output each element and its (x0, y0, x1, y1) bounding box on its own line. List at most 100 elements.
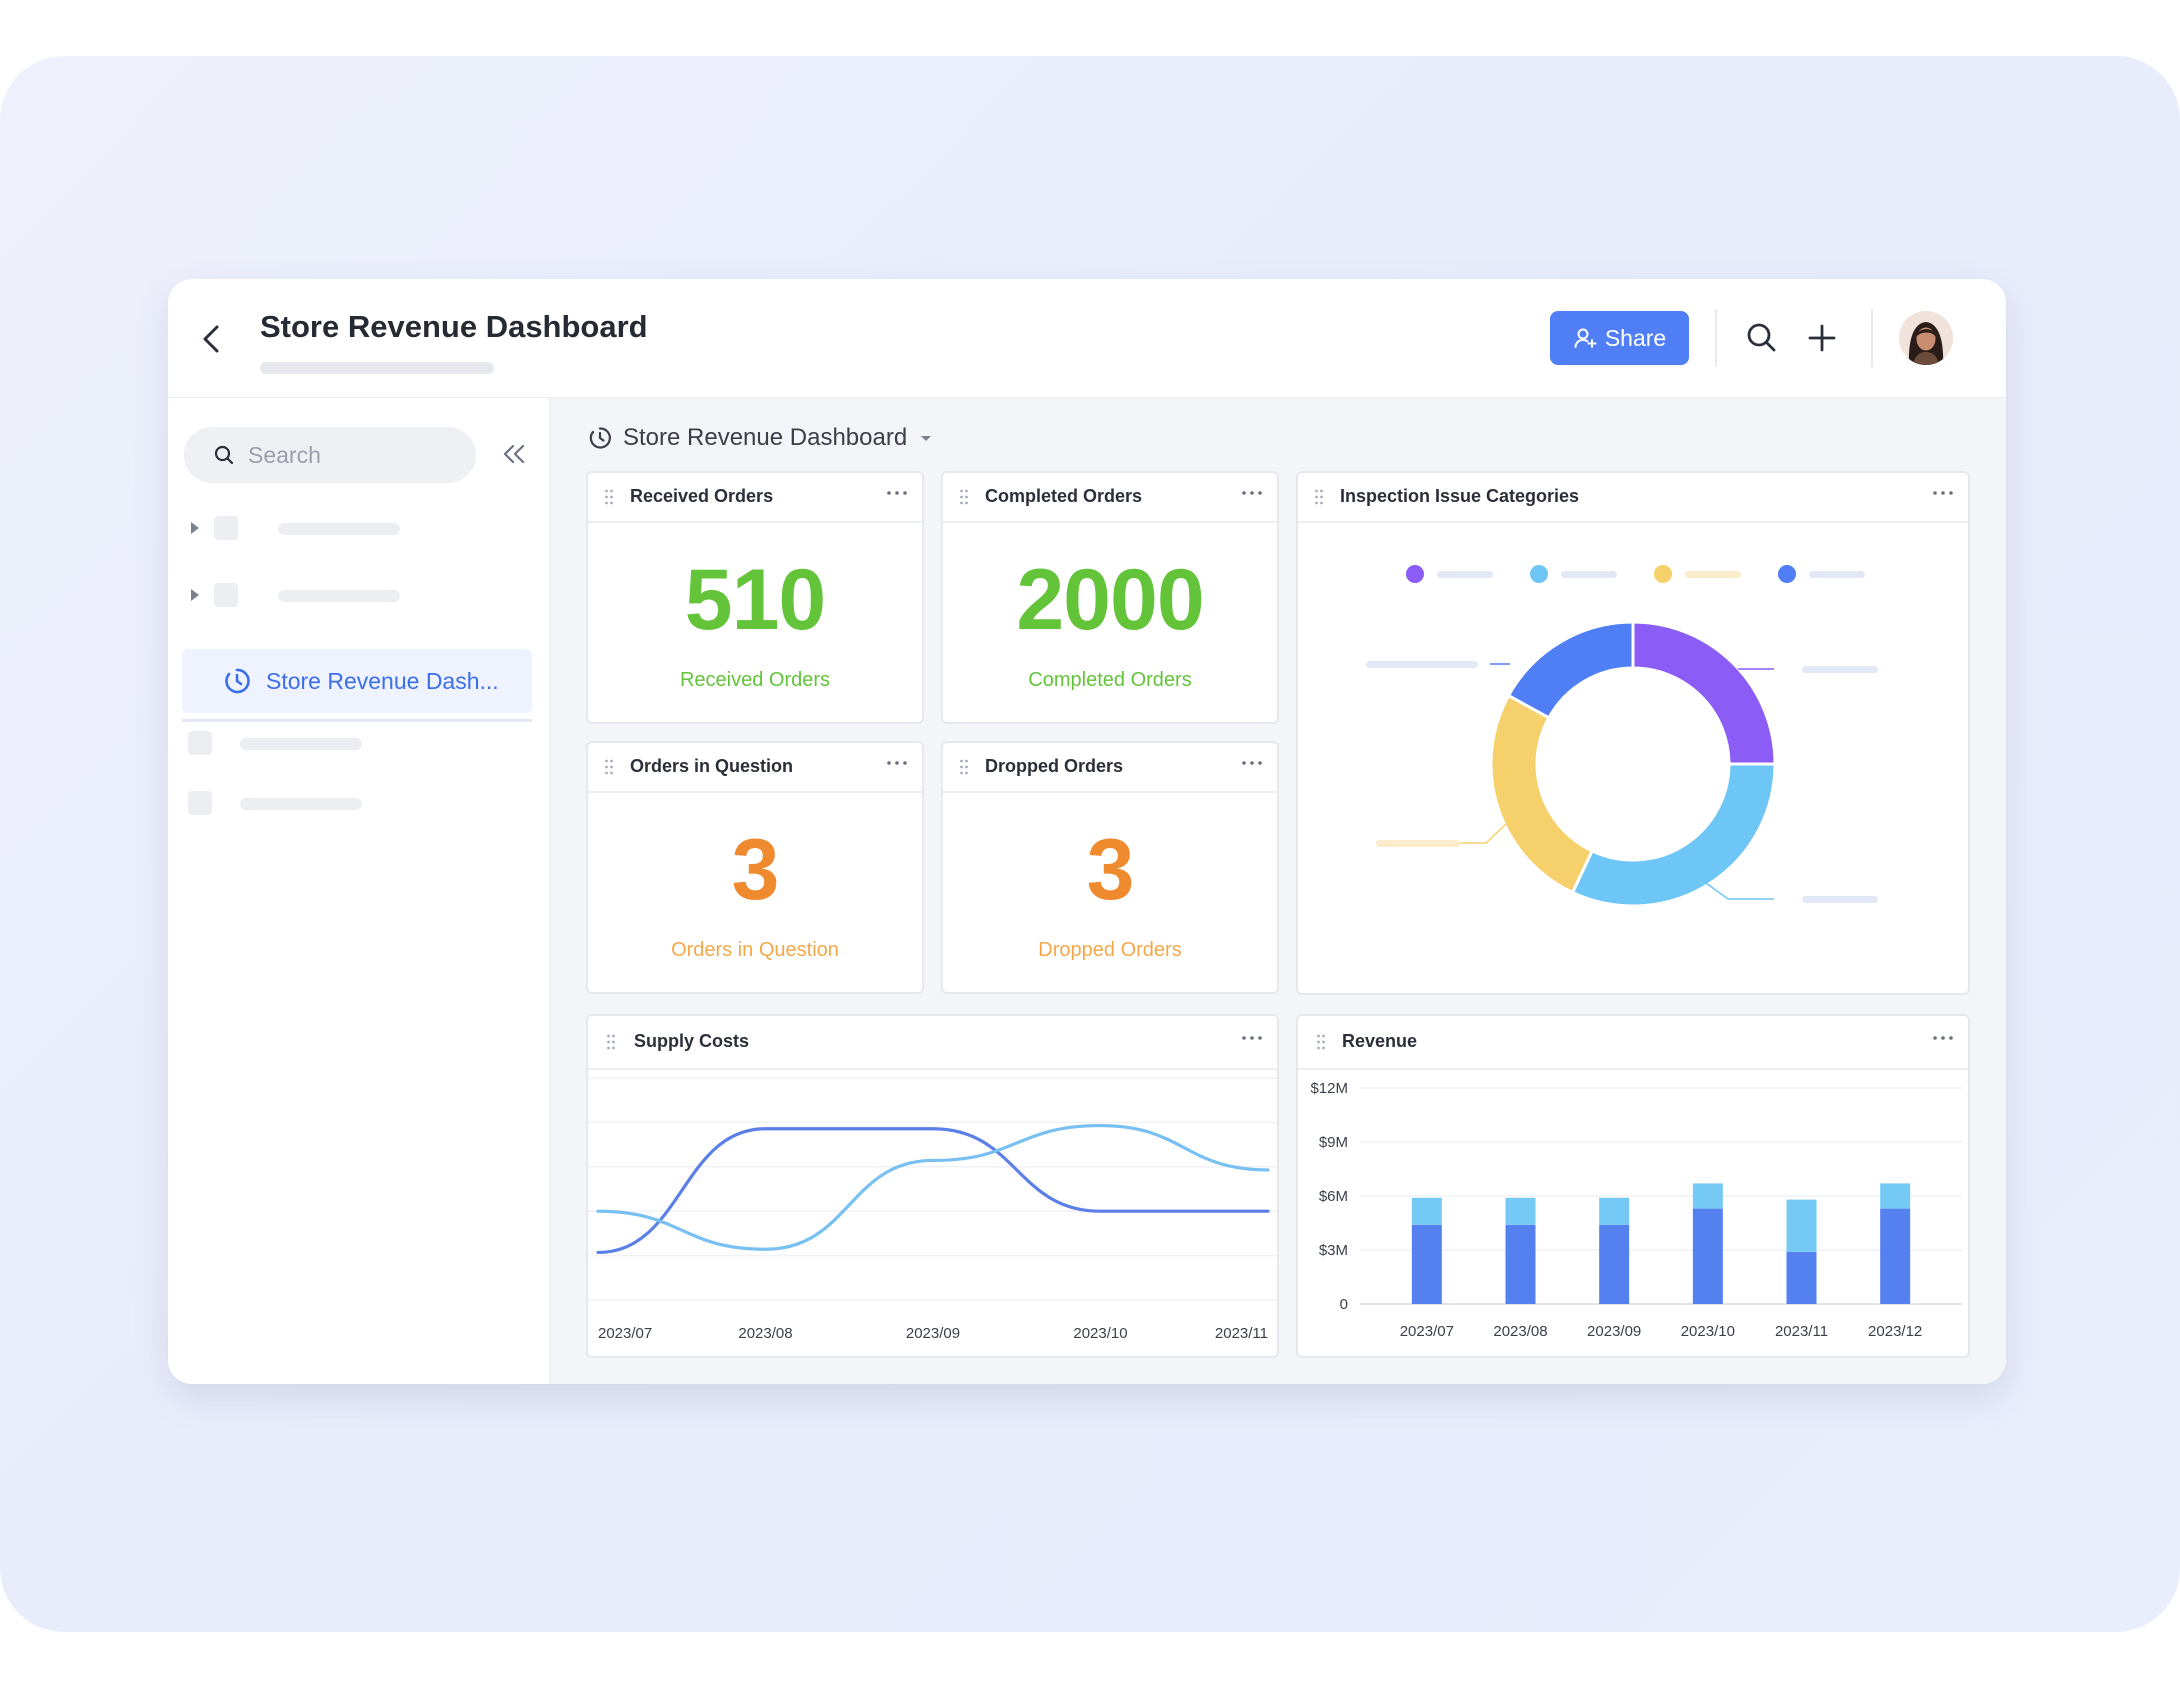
widget-orders-in-question: Orders in Question 3 Orders in Question (586, 741, 924, 994)
metric-value: 510 (684, 552, 827, 648)
widget-dropped-orders: Dropped Orders 3 Dropped Orders (941, 741, 1279, 994)
bar-segment (1599, 1197, 1630, 1225)
x-tick-label: 2023/08 (738, 1325, 792, 1342)
widget-title: Dropped Orders (985, 756, 1124, 776)
widget-header: Supply Costs (588, 1016, 1277, 1070)
sidebar-item[interactable] (188, 725, 528, 761)
x-tick-label: 2023/09 (906, 1325, 960, 1342)
widget-revenue: Revenue 0 $3M $6M $9M $12M 2023/07 2023/08 2023… (1296, 1014, 1970, 1358)
share-button[interactable]: Share (1550, 311, 1689, 365)
series-line (596, 1123, 1270, 1251)
more-options-icon[interactable] (1928, 1026, 1958, 1050)
widget-header: Revenue (1298, 1016, 1968, 1070)
widget-header: Received Orders (588, 473, 922, 523)
legend-label-placeholder (1437, 571, 1493, 578)
more-options-icon[interactable] (1237, 483, 1267, 507)
sidebar: Search Store Revenue Dash... (168, 398, 551, 1384)
plus-icon[interactable] (1801, 317, 1843, 359)
leader-line (1460, 823, 1507, 844)
bar-segment (1692, 1183, 1723, 1209)
title-placeholder (260, 362, 494, 374)
collapse-sidebar-icon[interactable] (497, 437, 531, 471)
search-input[interactable]: Search (184, 427, 476, 483)
item-label-placeholder (278, 523, 400, 535)
sidebar-item-store-revenue-dashboard[interactable]: Store Revenue Dash... (182, 649, 532, 713)
y-tick-label: $3M (1319, 1242, 1348, 1259)
back-arrow-icon[interactable] (192, 319, 232, 359)
more-options-icon[interactable] (882, 753, 912, 777)
donut-slice (1631, 620, 1777, 766)
sidebar-item[interactable] (188, 785, 528, 821)
widget-title: Inspection Issue Categories (1340, 486, 1580, 506)
legend-marker (1778, 565, 1796, 583)
x-tick-label: 2023/10 (1681, 1323, 1735, 1340)
widget-received-orders: Received Orders 510 Received Orders (586, 471, 924, 724)
share-label: Share (1604, 324, 1667, 351)
drag-handle-icon[interactable] (604, 488, 614, 506)
x-tick-label: 2023/11 (1775, 1323, 1828, 1340)
legend-marker (1530, 565, 1548, 583)
more-options-icon[interactable] (1237, 1026, 1267, 1050)
search-icon (214, 445, 234, 465)
legend-label-placeholder (1809, 571, 1865, 578)
widget-supply-costs: Supply Costs 2023/07 2023/08 2023/09 2023/1… (586, 1014, 1279, 1358)
user-avatar[interactable] (1899, 311, 1953, 365)
bar-segment (1411, 1224, 1442, 1304)
bar-segment (1599, 1224, 1630, 1304)
sidebar-item[interactable] (188, 577, 528, 613)
donut-slice (1570, 762, 1777, 908)
app-window: Store Revenue Dashboard Share (168, 279, 2006, 1384)
drag-handle-icon[interactable] (1314, 488, 1324, 506)
slice-label-placeholder (1802, 896, 1878, 903)
legend-marker (1654, 565, 1672, 583)
x-tick-label: 2023/07 (1400, 1323, 1454, 1340)
more-options-icon[interactable] (882, 483, 912, 507)
drag-handle-icon[interactable] (606, 1033, 616, 1051)
sidebar-item-label: Store Revenue Dash... (266, 667, 499, 694)
page-title: Store Revenue Dashboard (260, 309, 648, 344)
item-label-placeholder (278, 590, 400, 602)
widget-title: Orders in Question (630, 756, 794, 776)
donut-chart (1366, 565, 1878, 908)
dashboard-icon (225, 668, 250, 694)
bar-segment (1505, 1197, 1536, 1225)
widget-header: Dropped Orders (943, 743, 1277, 793)
divider (182, 719, 532, 722)
leader-line (1705, 882, 1774, 900)
donut-slice (1489, 693, 1595, 895)
add-user-icon (1574, 328, 1597, 348)
widget-inspection-issue-categories: Inspection Issue Categories (1296, 471, 1970, 995)
legend-label-placeholder (1685, 571, 1741, 578)
search-icon[interactable] (1741, 317, 1783, 359)
more-options-icon[interactable] (1237, 753, 1267, 777)
metric-label: Dropped Orders (1038, 939, 1182, 961)
top-bar: Store Revenue Dashboard Share (168, 279, 2006, 399)
dashboard-area: Store Revenue Dashboard Received Orders … (551, 398, 2006, 1384)
drag-handle-icon[interactable] (1316, 1033, 1326, 1051)
drag-handle-icon[interactable] (604, 758, 614, 776)
chevron-down-icon (921, 436, 932, 441)
legend-marker (1406, 565, 1424, 583)
item-label-placeholder (240, 738, 362, 750)
y-tick-label: 0 (1340, 1296, 1348, 1313)
more-options-icon[interactable] (1928, 483, 1958, 507)
metric-label: Orders in Question (671, 939, 839, 961)
board-title: Store Revenue Dashboard (623, 424, 908, 451)
bar-segment (1880, 1183, 1911, 1209)
drag-handle-icon[interactable] (959, 758, 969, 776)
widget-header: Orders in Question (588, 743, 922, 793)
widget-title: Completed Orders (985, 486, 1143, 506)
board-selector[interactable]: Store Revenue Dashboard (587, 418, 935, 458)
x-tick-label: 2023/12 (1868, 1323, 1922, 1340)
widget-title: Supply Costs (634, 1031, 750, 1051)
item-icon-placeholder (214, 583, 238, 607)
x-tick-label: 2023/08 (1493, 1323, 1547, 1340)
bar-segment (1411, 1197, 1442, 1225)
caret-right-icon (191, 589, 199, 601)
bar-segment (1786, 1199, 1817, 1252)
sidebar-item[interactable] (188, 510, 528, 546)
drag-handle-icon[interactable] (959, 488, 969, 506)
bar-segment (1786, 1251, 1817, 1304)
slice-label-placeholder (1802, 666, 1878, 673)
search-placeholder: Search (248, 441, 321, 468)
